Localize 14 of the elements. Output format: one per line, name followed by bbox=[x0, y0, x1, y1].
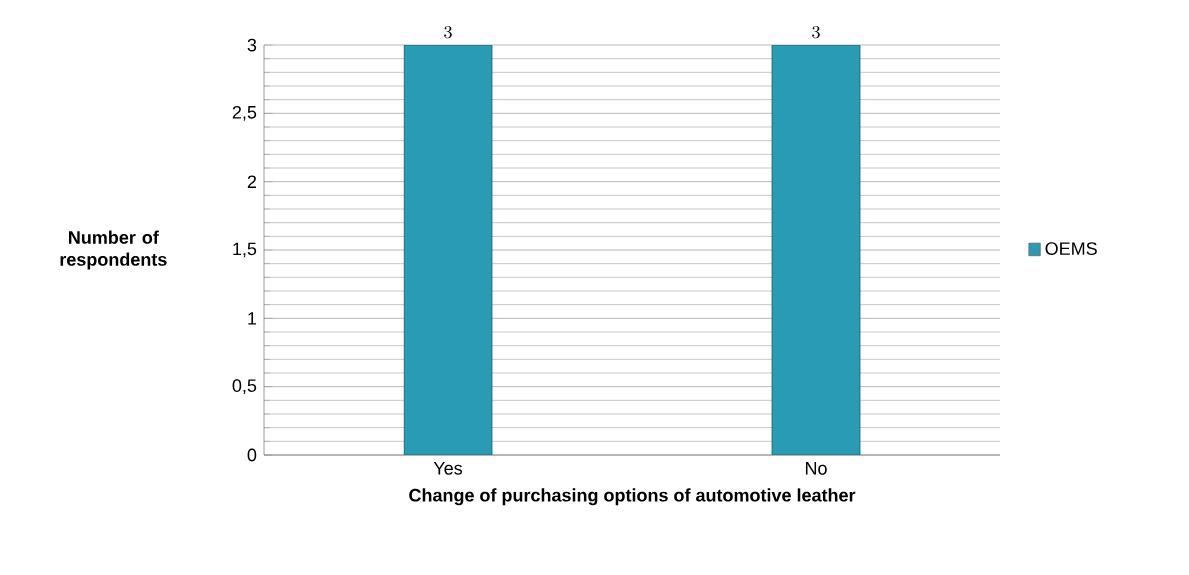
y-tick-label: 0,5 bbox=[232, 379, 257, 395]
x-axis-title: Change of purchasing options of automotive leather bbox=[409, 488, 856, 506]
y-axis-title: Number of respondents bbox=[60, 230, 167, 270]
y-tick-label: 2 bbox=[247, 175, 257, 188]
y-tick-label: 3 bbox=[247, 38, 257, 52]
y-tick-label: 1 bbox=[248, 312, 257, 325]
legend-label: OEMS bbox=[1045, 242, 1097, 255]
data-label: 3 bbox=[812, 25, 820, 39]
x-tick-label: Yes bbox=[433, 462, 463, 475]
x-tick-label: No bbox=[805, 462, 827, 475]
y-tick-label: 1,5 bbox=[233, 242, 257, 258]
y-tick-label: 0 bbox=[247, 448, 257, 462]
data-label: 3 bbox=[444, 25, 452, 39]
y-tick-label: 2,5 bbox=[232, 105, 257, 121]
